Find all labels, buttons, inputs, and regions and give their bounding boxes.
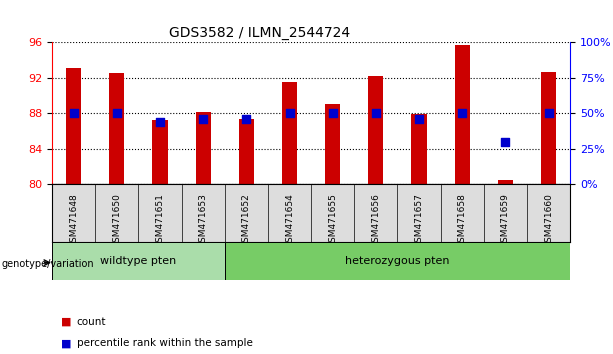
- Point: [198, 116, 208, 122]
- Text: GSM471658: GSM471658: [458, 193, 466, 248]
- Point: [500, 139, 510, 144]
- Point: [112, 110, 122, 116]
- Point: [328, 110, 338, 116]
- Bar: [196, 113, 211, 184]
- Point: [242, 116, 251, 122]
- Text: GSM471660: GSM471660: [544, 193, 553, 248]
- Bar: [109, 74, 124, 184]
- Text: count: count: [77, 317, 106, 327]
- Text: GSM471659: GSM471659: [501, 193, 510, 248]
- Bar: [498, 180, 513, 184]
- Text: GSM471651: GSM471651: [156, 193, 164, 248]
- Title: GDS3582 / ILMN_2544724: GDS3582 / ILMN_2544724: [169, 26, 350, 40]
- Point: [284, 110, 294, 116]
- Point: [457, 110, 467, 116]
- Point: [544, 110, 554, 116]
- Text: wildtype pten: wildtype pten: [101, 256, 177, 266]
- Bar: [153, 120, 167, 184]
- Point: [371, 110, 381, 116]
- Point: [155, 119, 165, 125]
- Bar: [239, 120, 254, 184]
- Bar: [541, 72, 556, 184]
- Text: GSM471650: GSM471650: [112, 193, 121, 248]
- Text: GSM471656: GSM471656: [371, 193, 380, 248]
- Text: percentile rank within the sample: percentile rank within the sample: [77, 338, 253, 348]
- Bar: [411, 114, 427, 184]
- Text: GSM471657: GSM471657: [414, 193, 424, 248]
- Bar: [52, 242, 225, 280]
- Text: heterozygous pten: heterozygous pten: [345, 256, 450, 266]
- Text: GSM471652: GSM471652: [242, 193, 251, 247]
- Bar: [325, 104, 340, 184]
- Bar: [225, 242, 570, 280]
- Text: ■: ■: [61, 317, 72, 327]
- Text: genotype/variation: genotype/variation: [1, 259, 94, 269]
- Text: GSM471655: GSM471655: [328, 193, 337, 248]
- Bar: [368, 76, 383, 184]
- Bar: [66, 68, 82, 184]
- Text: GSM471653: GSM471653: [199, 193, 208, 248]
- Text: GSM471654: GSM471654: [285, 193, 294, 247]
- Text: ■: ■: [61, 338, 72, 348]
- Point: [69, 110, 78, 116]
- Point: [414, 116, 424, 122]
- Bar: [455, 45, 470, 184]
- Bar: [282, 82, 297, 184]
- Text: GSM471648: GSM471648: [69, 193, 78, 247]
